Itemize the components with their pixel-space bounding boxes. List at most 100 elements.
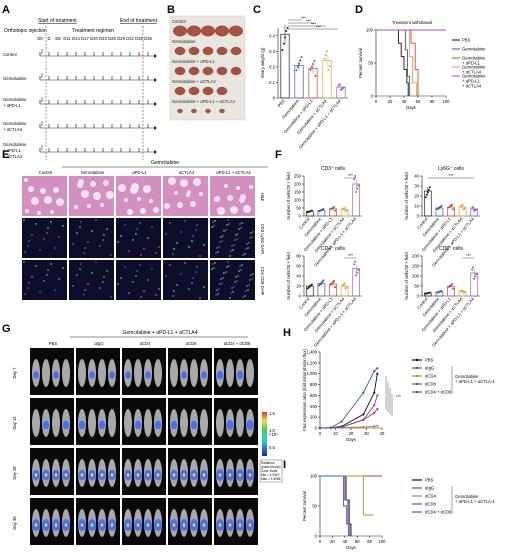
- signal-blob: [53, 371, 59, 379]
- ovary-sample: [219, 108, 225, 114]
- fluor-signal: [238, 270, 240, 272]
- fluor-signal: [106, 228, 108, 230]
- fluor-signal: [155, 252, 157, 254]
- fluor-signal: [217, 293, 219, 295]
- y-axis-label: Number of cells/20 × field: [404, 172, 409, 220]
- fluor-signal: [117, 283, 119, 285]
- radiance-colorbar: 1.5 1.0 0.5 ×10⁶ Radiance(p/sec/cm²/sr)Color…: [259, 411, 283, 483]
- ovary-sample: [174, 86, 186, 96]
- fluor-signal: [246, 243, 248, 245]
- fluor-signal: [27, 287, 29, 289]
- fluor-signal: [91, 230, 93, 232]
- signal-core: [146, 473, 150, 477]
- fluor-tile: [22, 260, 67, 300]
- ovary-sample: [202, 86, 214, 96]
- fluor-signal: [211, 268, 213, 270]
- fluor-signal: [246, 285, 248, 287]
- fluor-signal: [155, 294, 157, 296]
- signal-core: [172, 473, 176, 477]
- data-point: [333, 206, 336, 208]
- survival-chart-i: 0 20 40 60 80 100 0 50 100 Days Percent survival: [302, 474, 386, 551]
- sig-label: ***: [316, 25, 321, 30]
- he-vacuole: [190, 201, 196, 207]
- colorbar-bar: [262, 412, 267, 456]
- regimen-row-label: Gemcitabine: [3, 121, 27, 126]
- fluor-tile: [116, 218, 161, 258]
- data-point: [333, 280, 336, 282]
- regimen-row-label: Gemcitabine: [3, 76, 27, 81]
- fluor-signal: [158, 246, 160, 248]
- fluor-signal: [39, 249, 41, 251]
- data-point: [300, 56, 303, 59]
- fluor-signal: [237, 233, 239, 235]
- data-point: [353, 263, 356, 266]
- he-vacuole: [249, 185, 253, 189]
- timeline-arrow: [154, 54, 157, 58]
- panel-c: C 00.10.20.30.4PBSGemcitabineGemcitabine…: [253, 4, 348, 150]
- signal-blob: [89, 371, 95, 379]
- fluor-signal: [235, 234, 237, 236]
- cell-count-subplot: CD4⁺ cells020406080ControlGemcitabineGem…: [286, 246, 362, 348]
- panel-g: G Gemcitabine + αPD-L1 + αCTLA4 PBS αIgG α…: [2, 323, 283, 545]
- y-tick-label: 0: [299, 214, 302, 219]
- signal-blob: [181, 371, 187, 379]
- mouse-silhouette: [190, 359, 198, 387]
- series-point: [376, 407, 379, 411]
- series-point: [373, 411, 376, 414]
- day-tick-label: D: [47, 36, 50, 41]
- fluor-signal: [192, 277, 194, 279]
- x-tick-label: 20: [349, 431, 354, 436]
- data-point: [345, 209, 348, 212]
- data-point: [357, 184, 360, 187]
- data-point: [334, 286, 337, 288]
- sig-label: ***: [301, 16, 306, 21]
- fluor-signal: [220, 236, 222, 238]
- day-ticks: D0 D D6 D11 D14 D17 D20 D23 D26 D29 D32 D35 D38: [37, 36, 152, 41]
- he-vacuole: [93, 192, 101, 200]
- fluor-signal: [191, 240, 193, 242]
- day-tick-label: D35: [135, 36, 143, 41]
- data-point: [463, 207, 466, 210]
- fluor-signal: [24, 251, 26, 253]
- y-tick-label: 40: [296, 274, 301, 279]
- colorbar-note-line: Radiance: [261, 461, 275, 465]
- fluor-signal: [215, 294, 217, 296]
- panel-e: E Gemcitabine Control Gemcitabine αPD-L1 αC…: [2, 149, 268, 300]
- fluor-signal: [27, 245, 29, 247]
- ovary-sample: [205, 108, 211, 114]
- fluor-tile: [22, 218, 67, 258]
- fluor-signal: [244, 295, 246, 297]
- colorbar-note-line: Color Scale: [261, 469, 278, 473]
- signal-blob: [170, 420, 178, 430]
- y-tick-label: 0: [315, 534, 318, 539]
- fluor-signal: [225, 229, 227, 231]
- y-tick-label: 0: [299, 294, 302, 299]
- he-vacuole: [103, 180, 109, 186]
- signal-core: [34, 473, 38, 477]
- fluor-signal: [241, 222, 243, 224]
- y-tick-label: 0: [273, 96, 276, 101]
- x-tick-label: 100: [443, 99, 451, 104]
- fluor-signal: [50, 263, 52, 265]
- data-point: [299, 59, 302, 62]
- signal-blob: [134, 420, 142, 430]
- data-point: [314, 74, 317, 77]
- ovary-sample: [214, 25, 229, 37]
- data-point: [356, 187, 359, 190]
- colorbar-tick-label: 1.5: [269, 411, 275, 416]
- ovary-sample: [191, 108, 197, 114]
- injection-label: Orthotopic injection: [4, 28, 47, 34]
- data-point: [322, 208, 325, 210]
- fluor-signal: [216, 289, 218, 291]
- data-point: [324, 54, 327, 57]
- signal-core: [44, 473, 48, 477]
- he-vacuole: [28, 186, 34, 192]
- bioluminescence-grid: PBS αIgG αCD4 αCD8 αCD4 + αCD8 Day 7 Day 14 Day…: [12, 341, 258, 545]
- fluor-signal: [169, 222, 171, 224]
- fluor-signal: [234, 239, 236, 241]
- fluor-signal: [225, 271, 227, 273]
- photo-group-label: Gemcitabine + αCTLA4: [172, 79, 216, 84]
- ovary-sample: [200, 25, 215, 37]
- series-point: [376, 394, 379, 397]
- series-line: [376, 29, 411, 96]
